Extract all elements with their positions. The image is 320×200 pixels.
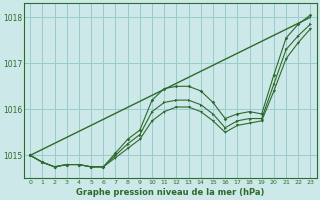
X-axis label: Graphe pression niveau de la mer (hPa): Graphe pression niveau de la mer (hPa) (76, 188, 265, 197)
